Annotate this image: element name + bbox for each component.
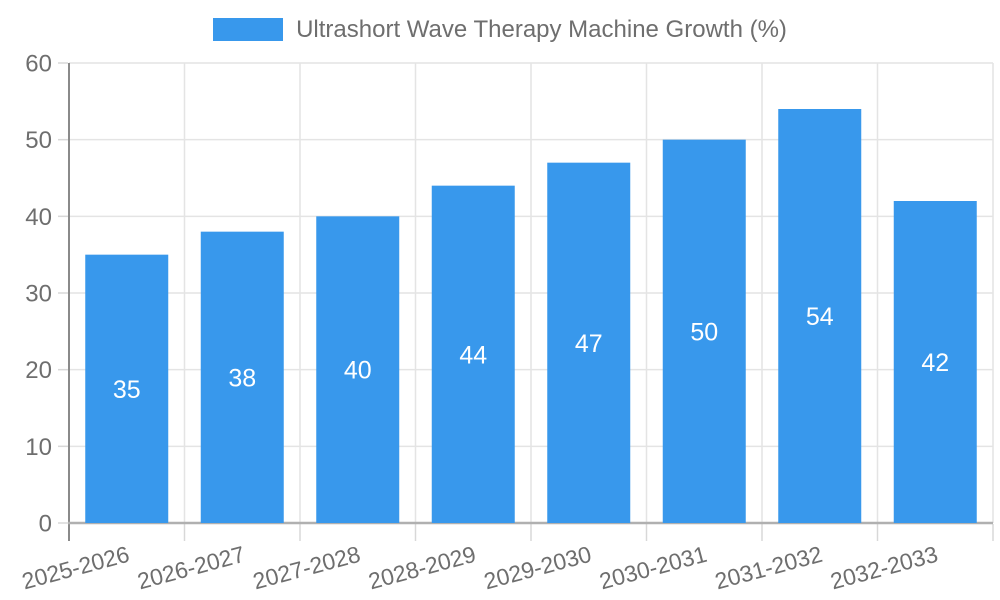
legend-swatch-icon[interactable] — [213, 18, 284, 41]
legend-label[interactable]: Ultrashort Wave Therapy Machine Growth (… — [296, 16, 787, 43]
bar-value-label: 50 — [690, 318, 718, 346]
bar-2031-2032[interactable] — [778, 109, 862, 523]
bar-2029-2030[interactable] — [547, 162, 631, 523]
bar-2025-2026[interactable] — [85, 254, 169, 523]
bar-2026-2027[interactable] — [200, 231, 284, 523]
x-axis-label-2029-2030: 2029-2030 — [481, 541, 594, 595]
bar-series — [85, 109, 977, 524]
x-axis-label-2026-2027: 2026-2027 — [135, 541, 248, 595]
bar-2030-2031[interactable] — [662, 139, 746, 523]
bar-value-label: 40 — [344, 357, 372, 385]
bar-2027-2028[interactable] — [316, 216, 400, 524]
bar-value-label: 54 — [806, 303, 834, 331]
bar-value-label: 44 — [459, 341, 487, 369]
bar-value-label: 38 — [228, 364, 256, 392]
bar-value-labels: 35 38 40 44 47 50 54 42 — [113, 303, 949, 404]
y-axis-labels: 0 10 20 30 40 50 60 — [25, 51, 52, 538]
y-axis-label-10: 10 — [25, 434, 52, 461]
x-axis-label-2030-2031: 2030-2031 — [597, 541, 710, 595]
bar-value-label: 42 — [921, 349, 949, 377]
x-axis-labels: 2025-2026 2026-2027 2027-2028 2028-2029 2029… — [19, 541, 940, 595]
x-axis-label-2025-2026: 2025-2026 — [19, 541, 132, 595]
axis-ticks — [58, 62, 994, 541]
bar-value-label: 35 — [113, 376, 141, 404]
y-axis-label-50: 50 — [25, 127, 52, 154]
bar-value-label: 47 — [575, 330, 603, 358]
x-axis-label-2031-2032: 2031-2032 — [712, 541, 825, 595]
x-axis-label-2028-2029: 2028-2029 — [366, 541, 479, 595]
bar-2032-2033[interactable] — [893, 201, 977, 523]
legend[interactable]: Ultrashort Wave Therapy Machine Growth (… — [0, 17, 1000, 42]
x-axis-label-2032-2033: 2032-2033 — [828, 541, 941, 595]
vertical-gridlines — [183, 63, 994, 523]
bar-2028-2029[interactable] — [431, 185, 515, 523]
x-axis-label-2027-2028: 2027-2028 — [250, 541, 363, 595]
y-axis-label-40: 40 — [25, 204, 52, 231]
y-axis-label-0: 0 — [39, 511, 52, 538]
y-axis-label-60: 60 — [25, 51, 52, 78]
y-axis-label-20: 20 — [25, 357, 52, 384]
y-axis-label-30: 30 — [25, 281, 52, 308]
